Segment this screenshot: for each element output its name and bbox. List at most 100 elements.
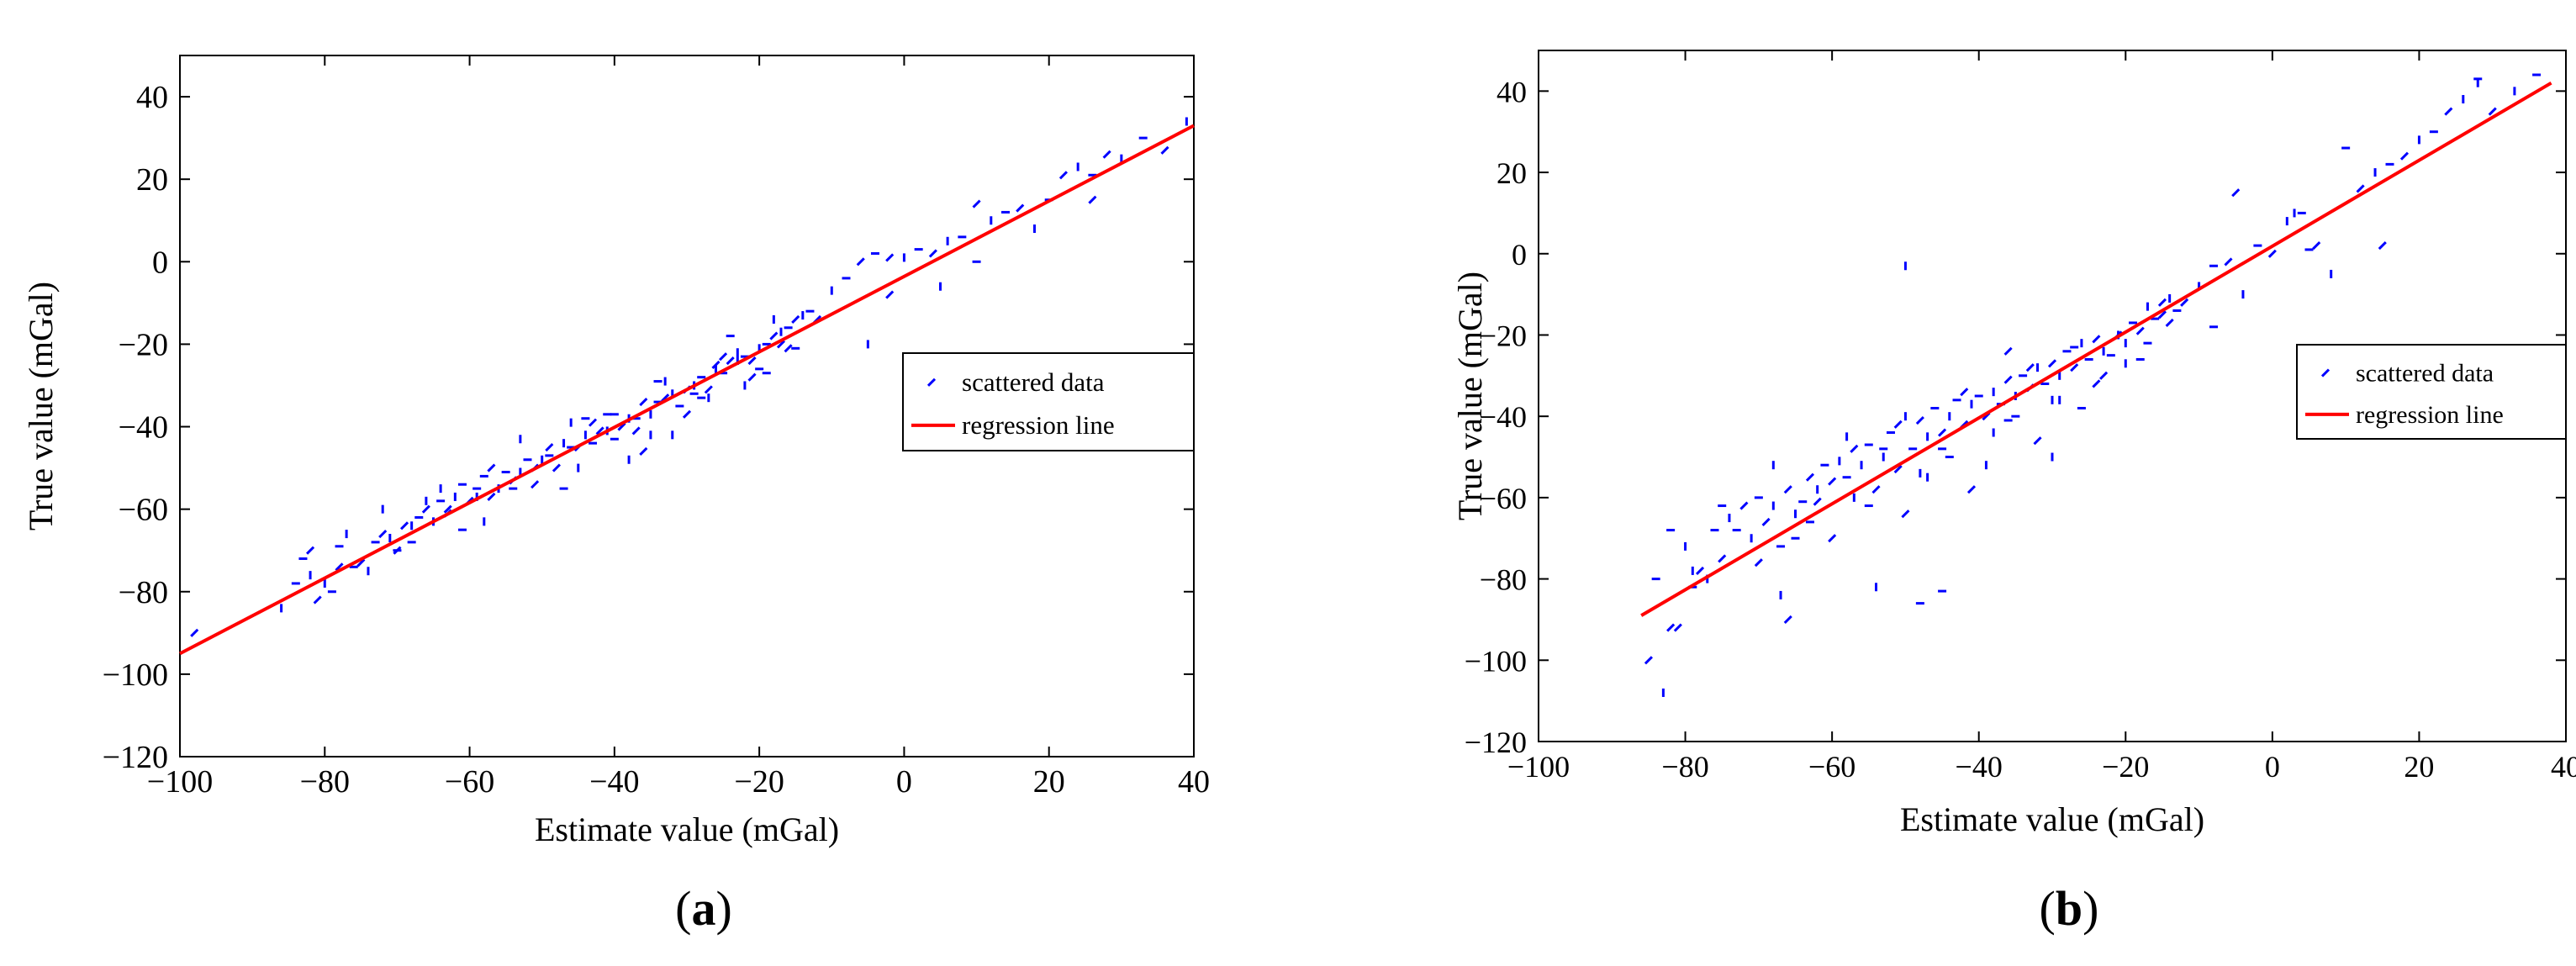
scatter-point <box>2070 363 2079 372</box>
scatter-point <box>972 199 981 209</box>
y-tick-label: 0 <box>152 245 168 280</box>
y-tick-label: −20 <box>1480 319 1527 352</box>
scatter-point <box>639 398 648 407</box>
scatter-point <box>1016 203 1025 213</box>
x-tick-label: −80 <box>300 764 350 800</box>
y-tick-label: −80 <box>1480 563 1527 597</box>
y-tick-label: −60 <box>119 493 168 528</box>
scatter-point <box>1893 464 1903 474</box>
legend-label-scatter: scattered data <box>962 367 1105 397</box>
scatter-point <box>1783 485 1792 494</box>
x-tick-label: −20 <box>734 764 784 800</box>
legend-box <box>902 352 1195 451</box>
y-tick-label: 40 <box>1497 75 1527 108</box>
scatter-point <box>2135 326 2145 335</box>
scatter-point <box>2033 436 2042 446</box>
scatter-point <box>1695 566 1705 575</box>
scatter-point <box>2099 371 2109 380</box>
y-tick-label: −100 <box>1465 644 1527 678</box>
scatter-point <box>1938 428 1947 437</box>
chart-panel-a: −100 −80 −60 −40 −20 0 20 40 −120 −100 −80 −60 −40 −2… <box>0 0 1288 962</box>
y-axis-label: True value (mGal) <box>22 282 60 531</box>
scatter-point <box>2025 363 2035 372</box>
scatter-point <box>726 356 735 366</box>
scatter-point <box>617 422 626 431</box>
scatter-point <box>2157 298 2167 307</box>
scatter-point <box>2312 241 2321 251</box>
scatter-point <box>487 492 496 501</box>
scatter-point <box>747 356 757 366</box>
scatter-point <box>776 340 786 349</box>
legend-box <box>2296 344 2567 440</box>
y-tick-label: −100 <box>103 657 168 693</box>
x-tick-label: −20 <box>2102 750 2149 784</box>
scatter-point <box>2092 335 2101 344</box>
scatter-point <box>335 562 344 572</box>
y-tick-label: −60 <box>1480 482 1527 515</box>
scatter-point <box>399 521 409 531</box>
scatter-point <box>1160 145 1169 155</box>
scatter-point <box>1644 656 1653 665</box>
scatter-point <box>791 314 800 325</box>
scatter-point <box>639 446 648 457</box>
scatter-point <box>1739 501 1749 510</box>
scatter-point <box>1850 444 1859 453</box>
scatter-point <box>2224 257 2233 267</box>
x-tick-label: 0 <box>896 764 912 800</box>
x-tick-label: 0 <box>2265 750 2280 784</box>
y-tick-label: 40 <box>136 80 168 115</box>
scatter-point <box>588 418 598 427</box>
legend-label-scatter: scattered data <box>2356 360 2494 388</box>
y-tick-label: 0 <box>1512 238 1527 272</box>
scatter-point <box>552 463 562 472</box>
scatter-point <box>885 290 895 299</box>
y-tick-label: −40 <box>119 410 168 446</box>
scatter-point <box>313 595 322 604</box>
y-tick-label: −120 <box>103 740 168 775</box>
scatter-point <box>1673 623 1682 632</box>
scatter-point <box>2399 151 2410 161</box>
scatter-point <box>2356 184 2365 193</box>
scatter-point <box>1666 623 1676 632</box>
scatter-point <box>2444 107 2453 116</box>
scatter-point <box>356 558 366 567</box>
scatter-point <box>1901 509 1910 519</box>
scatter-point <box>393 546 402 555</box>
scatter-point <box>747 372 757 382</box>
scatter-point <box>1960 388 1969 397</box>
panel-label: (b) <box>2040 881 2099 936</box>
panel-letter: a <box>692 881 716 936</box>
x-tick-label: −100 <box>147 764 213 800</box>
legend-label-regression: regression line <box>2356 401 2504 429</box>
scatter-point <box>1893 420 1903 429</box>
scatter-point <box>1102 150 1111 159</box>
regression-line <box>179 124 1195 656</box>
scatter-point <box>305 546 315 555</box>
y-axis-label: True value (mGal) <box>1451 272 1489 520</box>
scatter-point <box>682 409 692 419</box>
scatter-point <box>443 504 452 514</box>
regression-line <box>1640 81 2552 617</box>
scatter-point <box>704 385 713 394</box>
scatter-point <box>1754 558 1763 567</box>
x-tick-label: −60 <box>445 764 494 800</box>
legend-scatter-marker <box>2320 368 2331 377</box>
x-tick-label: −100 <box>1507 750 1570 784</box>
scatter-point <box>719 352 728 362</box>
scatter-point <box>2231 188 2241 198</box>
scatter-point <box>1088 195 1097 204</box>
x-tick-label: 20 <box>1033 764 1065 800</box>
scatter-point <box>2047 359 2057 368</box>
scatter-point <box>531 480 540 489</box>
scatter-chart-b: −100 −80 −60 −40 −20 0 20 40−120−100−80−60−40−2… <box>1451 50 2576 936</box>
scatter-point <box>1828 477 1837 486</box>
scatter-point <box>711 360 721 370</box>
scatter-point <box>1805 472 1815 482</box>
x-tick-label: −80 <box>1661 750 1708 784</box>
scatter-point <box>2157 310 2167 319</box>
legend-scatter-marker <box>926 377 937 387</box>
scatter-point <box>1813 497 1822 506</box>
scatter-point <box>661 393 670 403</box>
x-axis-label: Estimate value (mGal) <box>535 810 839 848</box>
x-tick-label: −60 <box>1808 750 1855 784</box>
